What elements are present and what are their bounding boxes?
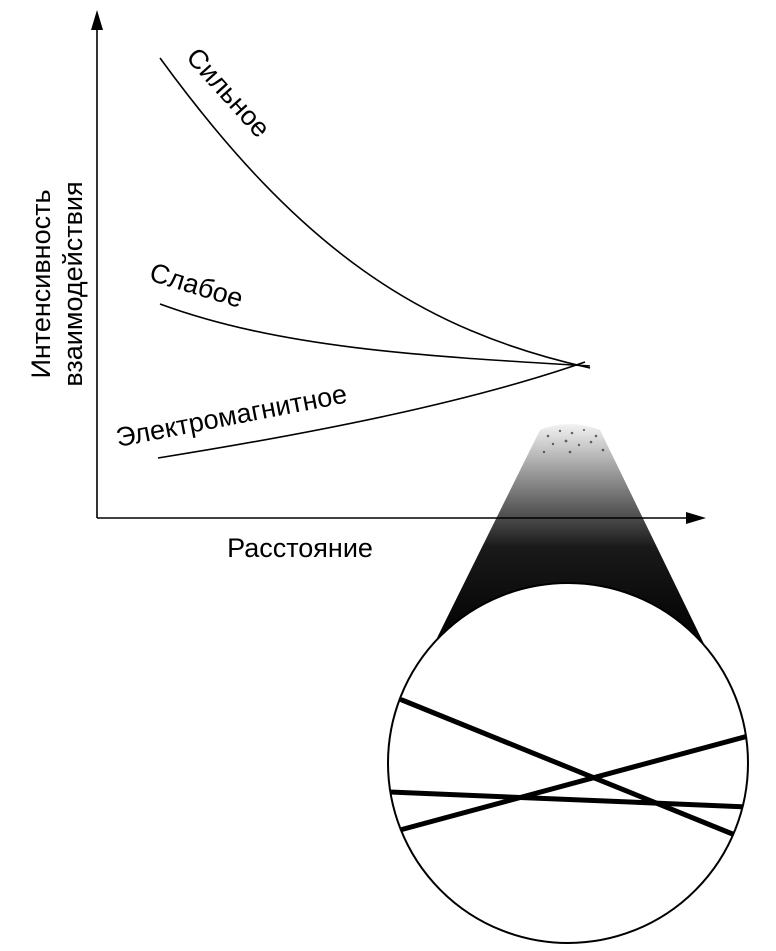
crossing-line-2 — [397, 733, 748, 833]
y-axis — [91, 10, 103, 518]
strong-curve-label: Сильное — [181, 42, 276, 143]
magnified-view-circle — [387, 582, 749, 944]
y-axis-label-line2: взаимодействия — [58, 181, 88, 386]
weak-curve — [159, 303, 591, 367]
x-axis-label: Расстояние — [227, 533, 373, 563]
magnification-cone — [432, 424, 706, 648]
electromagnetic-curve — [157, 361, 586, 459]
crossing-line-1 — [399, 697, 738, 838]
electromagnetic-curve-label: Электромагнитное — [113, 379, 349, 453]
strong-curve — [159, 57, 591, 369]
y-axis-label-line1: Интенсивность — [26, 189, 56, 378]
crossing-line-3 — [388, 789, 748, 810]
